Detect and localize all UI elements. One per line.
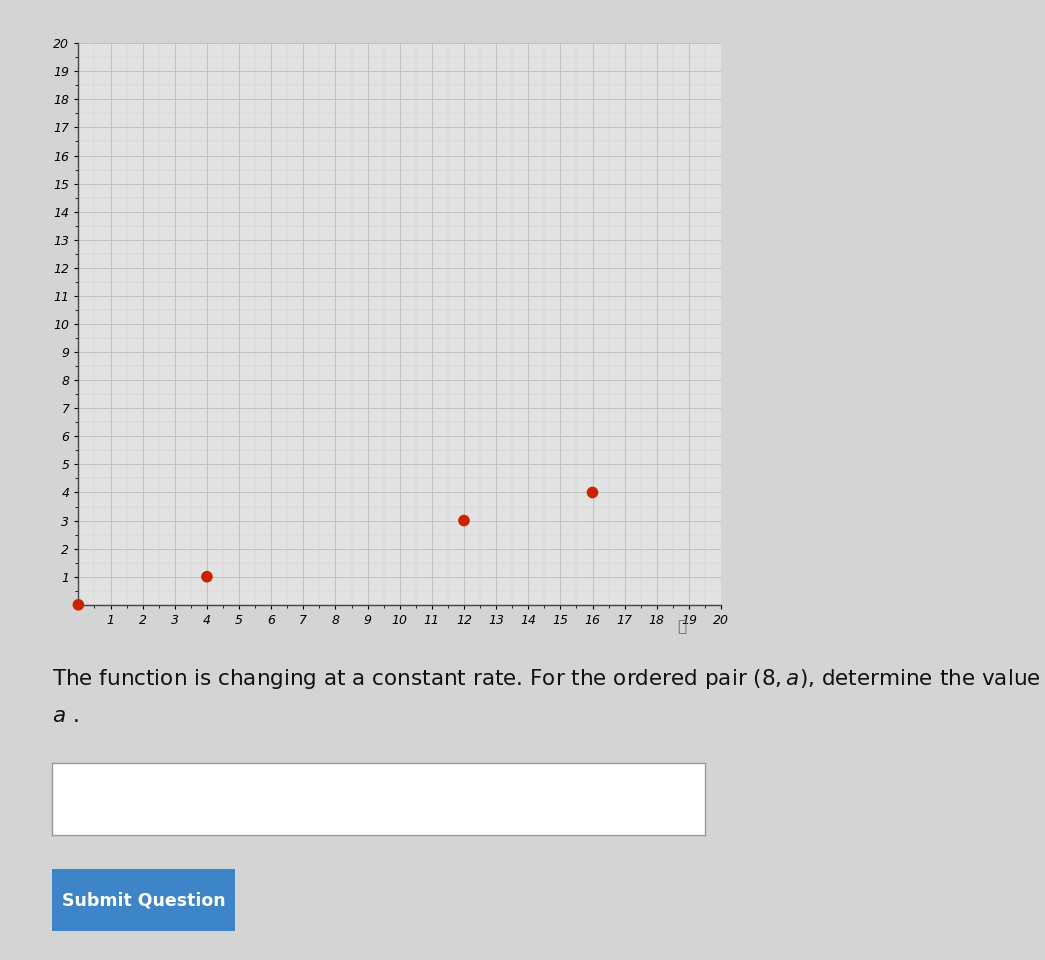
Text: 🔍: 🔍 bbox=[677, 619, 687, 635]
Point bbox=[456, 513, 472, 528]
Text: Submit Question: Submit Question bbox=[62, 891, 226, 909]
Text: The function is changing at a constant rate. For the ordered pair $(8, a)$, dete: The function is changing at a constant r… bbox=[52, 667, 1045, 691]
Point bbox=[70, 597, 87, 612]
Text: $a$ .: $a$ . bbox=[52, 706, 78, 726]
Point bbox=[199, 569, 215, 585]
Point bbox=[584, 485, 601, 500]
